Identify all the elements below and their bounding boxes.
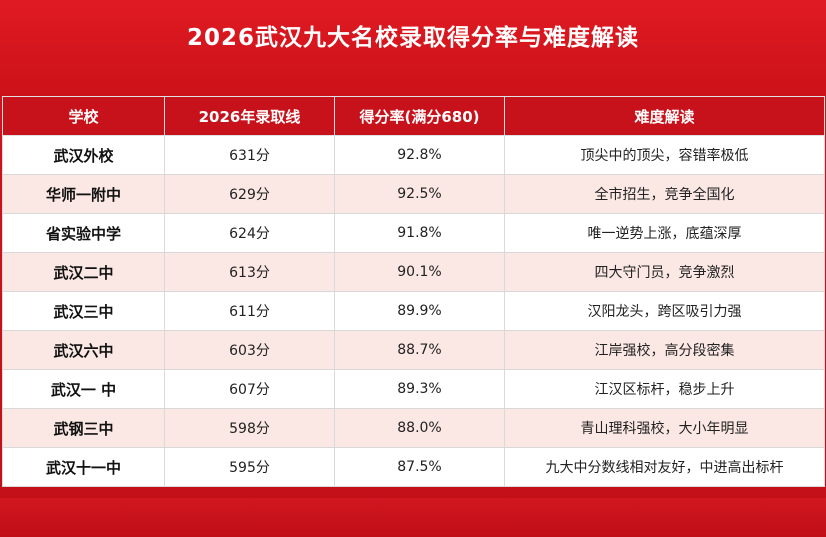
rate-cell: 88.0% bbox=[334, 408, 505, 448]
rate-cell: 87.5% bbox=[334, 447, 505, 487]
note-cell: 九大中分数线相对友好，中进高出标杆 bbox=[504, 447, 825, 487]
rate-cell: 88.7% bbox=[334, 330, 505, 370]
note-cell: 江汉区标杆，稳步上升 bbox=[504, 369, 825, 409]
table-row: 武汉一 中 607分 89.3% 江汉区标杆，稳步上升 bbox=[2, 369, 825, 409]
score-cell: 624分 bbox=[164, 213, 335, 253]
score-cell: 598分 bbox=[164, 408, 335, 448]
admission-table-container: 学校 2026年录取线 得分率(满分680) 难度解读 武汉外校 631分 92… bbox=[2, 96, 825, 487]
table-row: 华师一附中 629分 92.5% 全市招生，竞争全国化 bbox=[2, 174, 825, 214]
note-cell: 青山理科强校，大小年明显 bbox=[504, 408, 825, 448]
score-cell: 631分 bbox=[164, 135, 335, 175]
score-cell: 629分 bbox=[164, 174, 335, 214]
rate-cell: 92.5% bbox=[334, 174, 505, 214]
score-cell: 595分 bbox=[164, 447, 335, 487]
table-row: 省实验中学 624分 91.8% 唯一逆势上涨，底蕴深厚 bbox=[2, 213, 825, 253]
score-cell: 603分 bbox=[164, 330, 335, 370]
table-row: 武汉外校 631分 92.8% 顶尖中的顶尖，容错率极低 bbox=[2, 135, 825, 175]
footer-banner bbox=[0, 498, 826, 537]
school-cell: 武汉一 中 bbox=[2, 369, 165, 409]
school-cell: 华师一附中 bbox=[2, 174, 165, 214]
score-cell: 613分 bbox=[164, 252, 335, 292]
column-header-rate: 得分率(满分680) bbox=[334, 96, 505, 136]
column-header-score: 2026年录取线 bbox=[164, 96, 335, 136]
school-cell: 武汉六中 bbox=[2, 330, 165, 370]
school-cell: 武汉十一中 bbox=[2, 447, 165, 487]
table-header: 学校 2026年录取线 得分率(满分680) 难度解读 bbox=[2, 96, 825, 136]
column-header-school: 学校 bbox=[2, 96, 165, 136]
score-cell: 607分 bbox=[164, 369, 335, 409]
school-cell: 武汉二中 bbox=[2, 252, 165, 292]
rate-cell: 92.8% bbox=[334, 135, 505, 175]
note-cell: 唯一逆势上涨，底蕴深厚 bbox=[504, 213, 825, 253]
school-cell: 省实验中学 bbox=[2, 213, 165, 253]
school-cell: 武汉三中 bbox=[2, 291, 165, 331]
table-row: 武汉三中 611分 89.9% 汉阳龙头，跨区吸引力强 bbox=[2, 291, 825, 331]
header-row: 学校 2026年录取线 得分率(满分680) 难度解读 bbox=[2, 96, 825, 136]
table-row: 武汉二中 613分 90.1% 四大守门员，竞争激烈 bbox=[2, 252, 825, 292]
admission-table: 学校 2026年录取线 得分率(满分680) 难度解读 武汉外校 631分 92… bbox=[2, 96, 825, 487]
rate-cell: 91.8% bbox=[334, 213, 505, 253]
page-title: 2026武汉九大名校录取得分率与难度解读 bbox=[186, 25, 639, 51]
title-banner: 2026武汉九大名校录取得分率与难度解读 bbox=[0, 0, 826, 96]
table-row: 武钢三中 598分 88.0% 青山理科强校，大小年明显 bbox=[2, 408, 825, 448]
school-cell: 武汉外校 bbox=[2, 135, 165, 175]
column-header-note: 难度解读 bbox=[504, 96, 825, 136]
rate-cell: 89.9% bbox=[334, 291, 505, 331]
note-cell: 江岸强校，高分段密集 bbox=[504, 330, 825, 370]
note-cell: 四大守门员，竞争激烈 bbox=[504, 252, 825, 292]
score-cell: 611分 bbox=[164, 291, 335, 331]
note-cell: 汉阳龙头，跨区吸引力强 bbox=[504, 291, 825, 331]
note-cell: 顶尖中的顶尖，容错率极低 bbox=[504, 135, 825, 175]
rate-cell: 90.1% bbox=[334, 252, 505, 292]
note-cell: 全市招生，竞争全国化 bbox=[504, 174, 825, 214]
table-row: 武汉六中 603分 88.7% 江岸强校，高分段密集 bbox=[2, 330, 825, 370]
table-body: 武汉外校 631分 92.8% 顶尖中的顶尖，容错率极低 华师一附中 629分 … bbox=[2, 135, 825, 487]
table-row: 武汉十一中 595分 87.5% 九大中分数线相对友好，中进高出标杆 bbox=[2, 447, 825, 487]
school-cell: 武钢三中 bbox=[2, 408, 165, 448]
rate-cell: 89.3% bbox=[334, 369, 505, 409]
